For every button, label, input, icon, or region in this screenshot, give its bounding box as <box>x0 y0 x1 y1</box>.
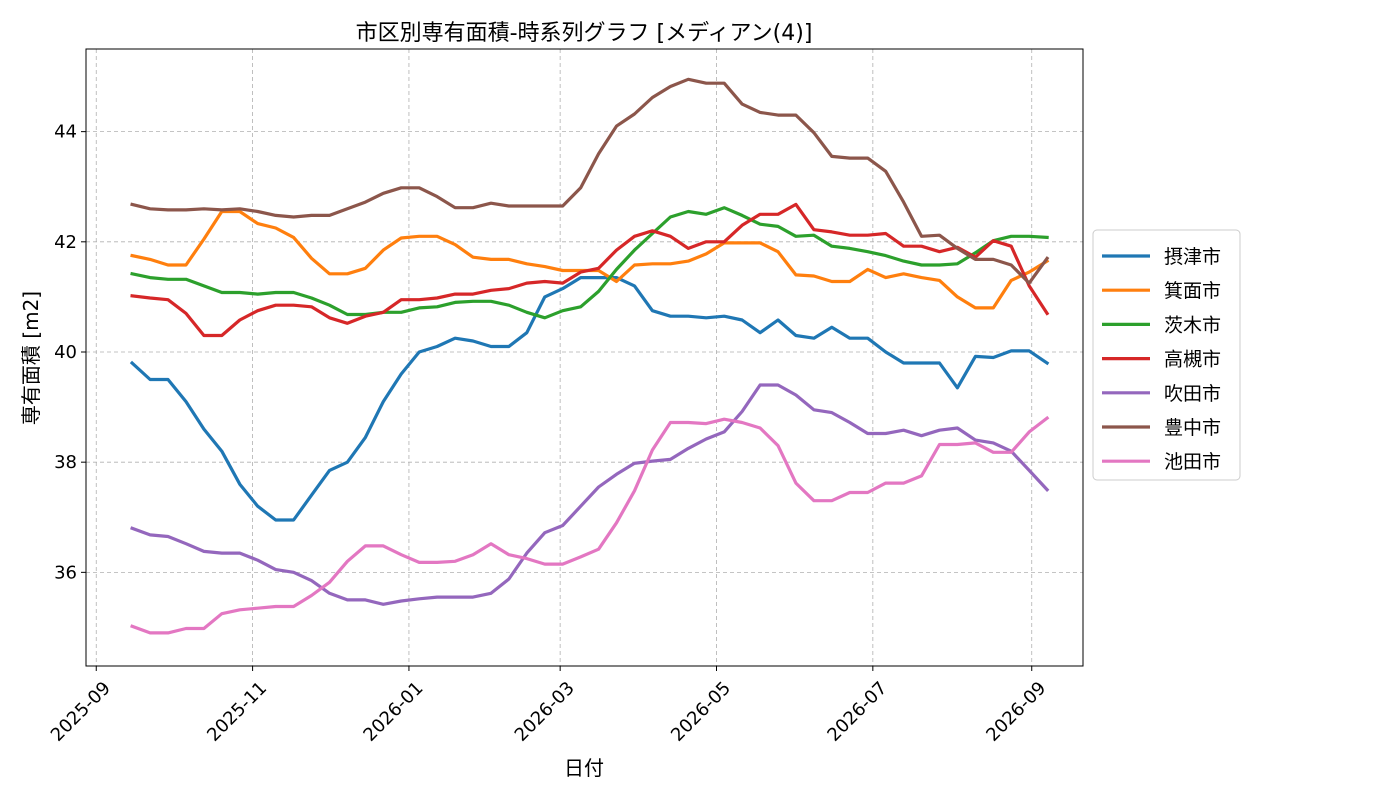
series-line-4 <box>130 202 1050 338</box>
series-line-5 <box>130 383 1050 606</box>
legend-label: 茨木市 <box>1164 314 1221 336</box>
legend-label: 豊中市 <box>1164 417 1221 439</box>
legend-box <box>1092 229 1241 481</box>
series-layer <box>129 77 1050 635</box>
legend-label: 摂津市 <box>1164 246 1221 268</box>
y-tick-label: 36 <box>54 562 77 583</box>
x-axis-title: 日付 <box>564 756 604 780</box>
legend-label: 池田市 <box>1164 451 1221 473</box>
y-tick-label: 38 <box>54 452 77 473</box>
y-tick-label: 42 <box>54 232 77 253</box>
y-tick-label: 40 <box>54 342 77 363</box>
plot-frame <box>85 48 1084 667</box>
y-tick-label: 44 <box>54 122 77 143</box>
series-line-3 <box>130 206 1049 320</box>
series-line-7 <box>130 415 1050 635</box>
chart-title: 市区別専有面積-時系列グラフ [メディアン(4)] <box>356 21 813 46</box>
y-axis-title: 専有面積 [m2] <box>19 291 43 425</box>
legend-label: 箕面市 <box>1164 280 1221 302</box>
series-line-1 <box>129 276 1050 522</box>
legend-label: 吹田市 <box>1164 383 1221 405</box>
legend-label: 高槻市 <box>1164 349 1221 371</box>
series-line-6 <box>130 77 1050 285</box>
